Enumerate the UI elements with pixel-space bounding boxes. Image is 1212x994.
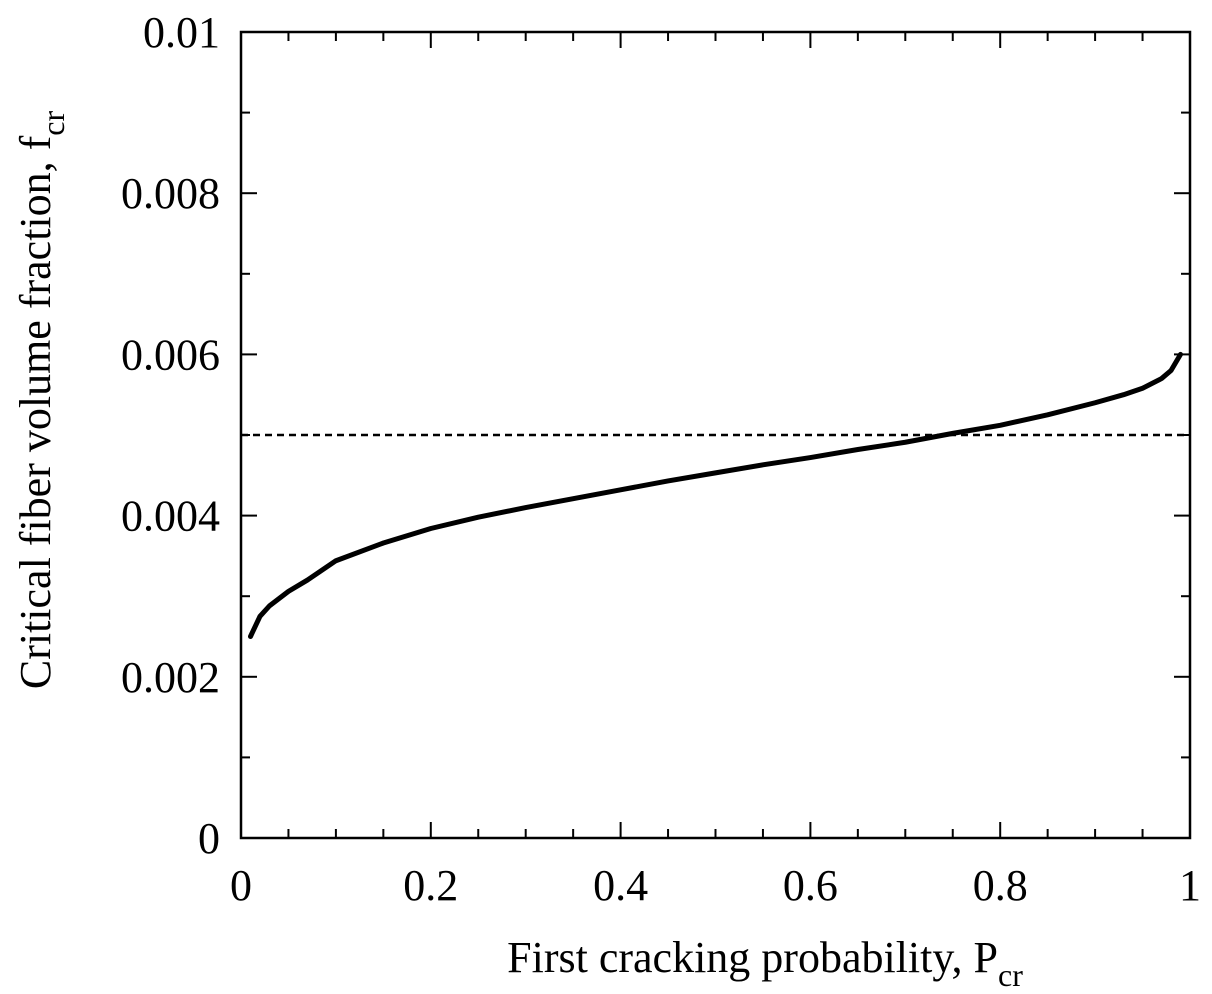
series-layer — [241, 351, 1190, 639]
y-tick-label: 0.002 — [121, 653, 220, 702]
x-tick-label: 1 — [1179, 861, 1201, 910]
x-axis-title-subscript: cr — [998, 957, 1023, 993]
x-axis-title: First cracking probability, Pcr — [507, 933, 1023, 993]
y-tick-label: 0.006 — [121, 330, 220, 379]
y-axis-title-subscript: cr — [35, 110, 71, 135]
y-tick-labels: 0 0.002 0.004 0.006 0.008 0.01 — [121, 8, 220, 863]
y-tick-label: 0 — [198, 814, 220, 863]
y-tick-label: 0.01 — [143, 8, 220, 57]
y-tick-label: 0.004 — [121, 492, 220, 541]
y-axis-title-main: Critical fiber volume fraction, f — [11, 135, 60, 689]
x-tick-label: 0.6 — [783, 861, 838, 910]
tick-marks — [240, 31, 1191, 839]
x-tick-label: 0 — [230, 861, 252, 910]
x-tick-label: 0.4 — [593, 861, 648, 910]
fcr-curve — [247, 351, 1184, 639]
y-tick-label: 0.008 — [121, 169, 220, 218]
x-tick-label: 0.2 — [403, 861, 458, 910]
x-tick-label: 0.8 — [973, 861, 1028, 910]
x-tick-labels: 0 0.2 0.4 0.6 0.8 1 — [230, 861, 1201, 910]
x-axis-title-main: First cracking probability, P — [507, 933, 998, 982]
y-axis-title: Critical fiber volume fraction, fcr — [11, 110, 71, 689]
